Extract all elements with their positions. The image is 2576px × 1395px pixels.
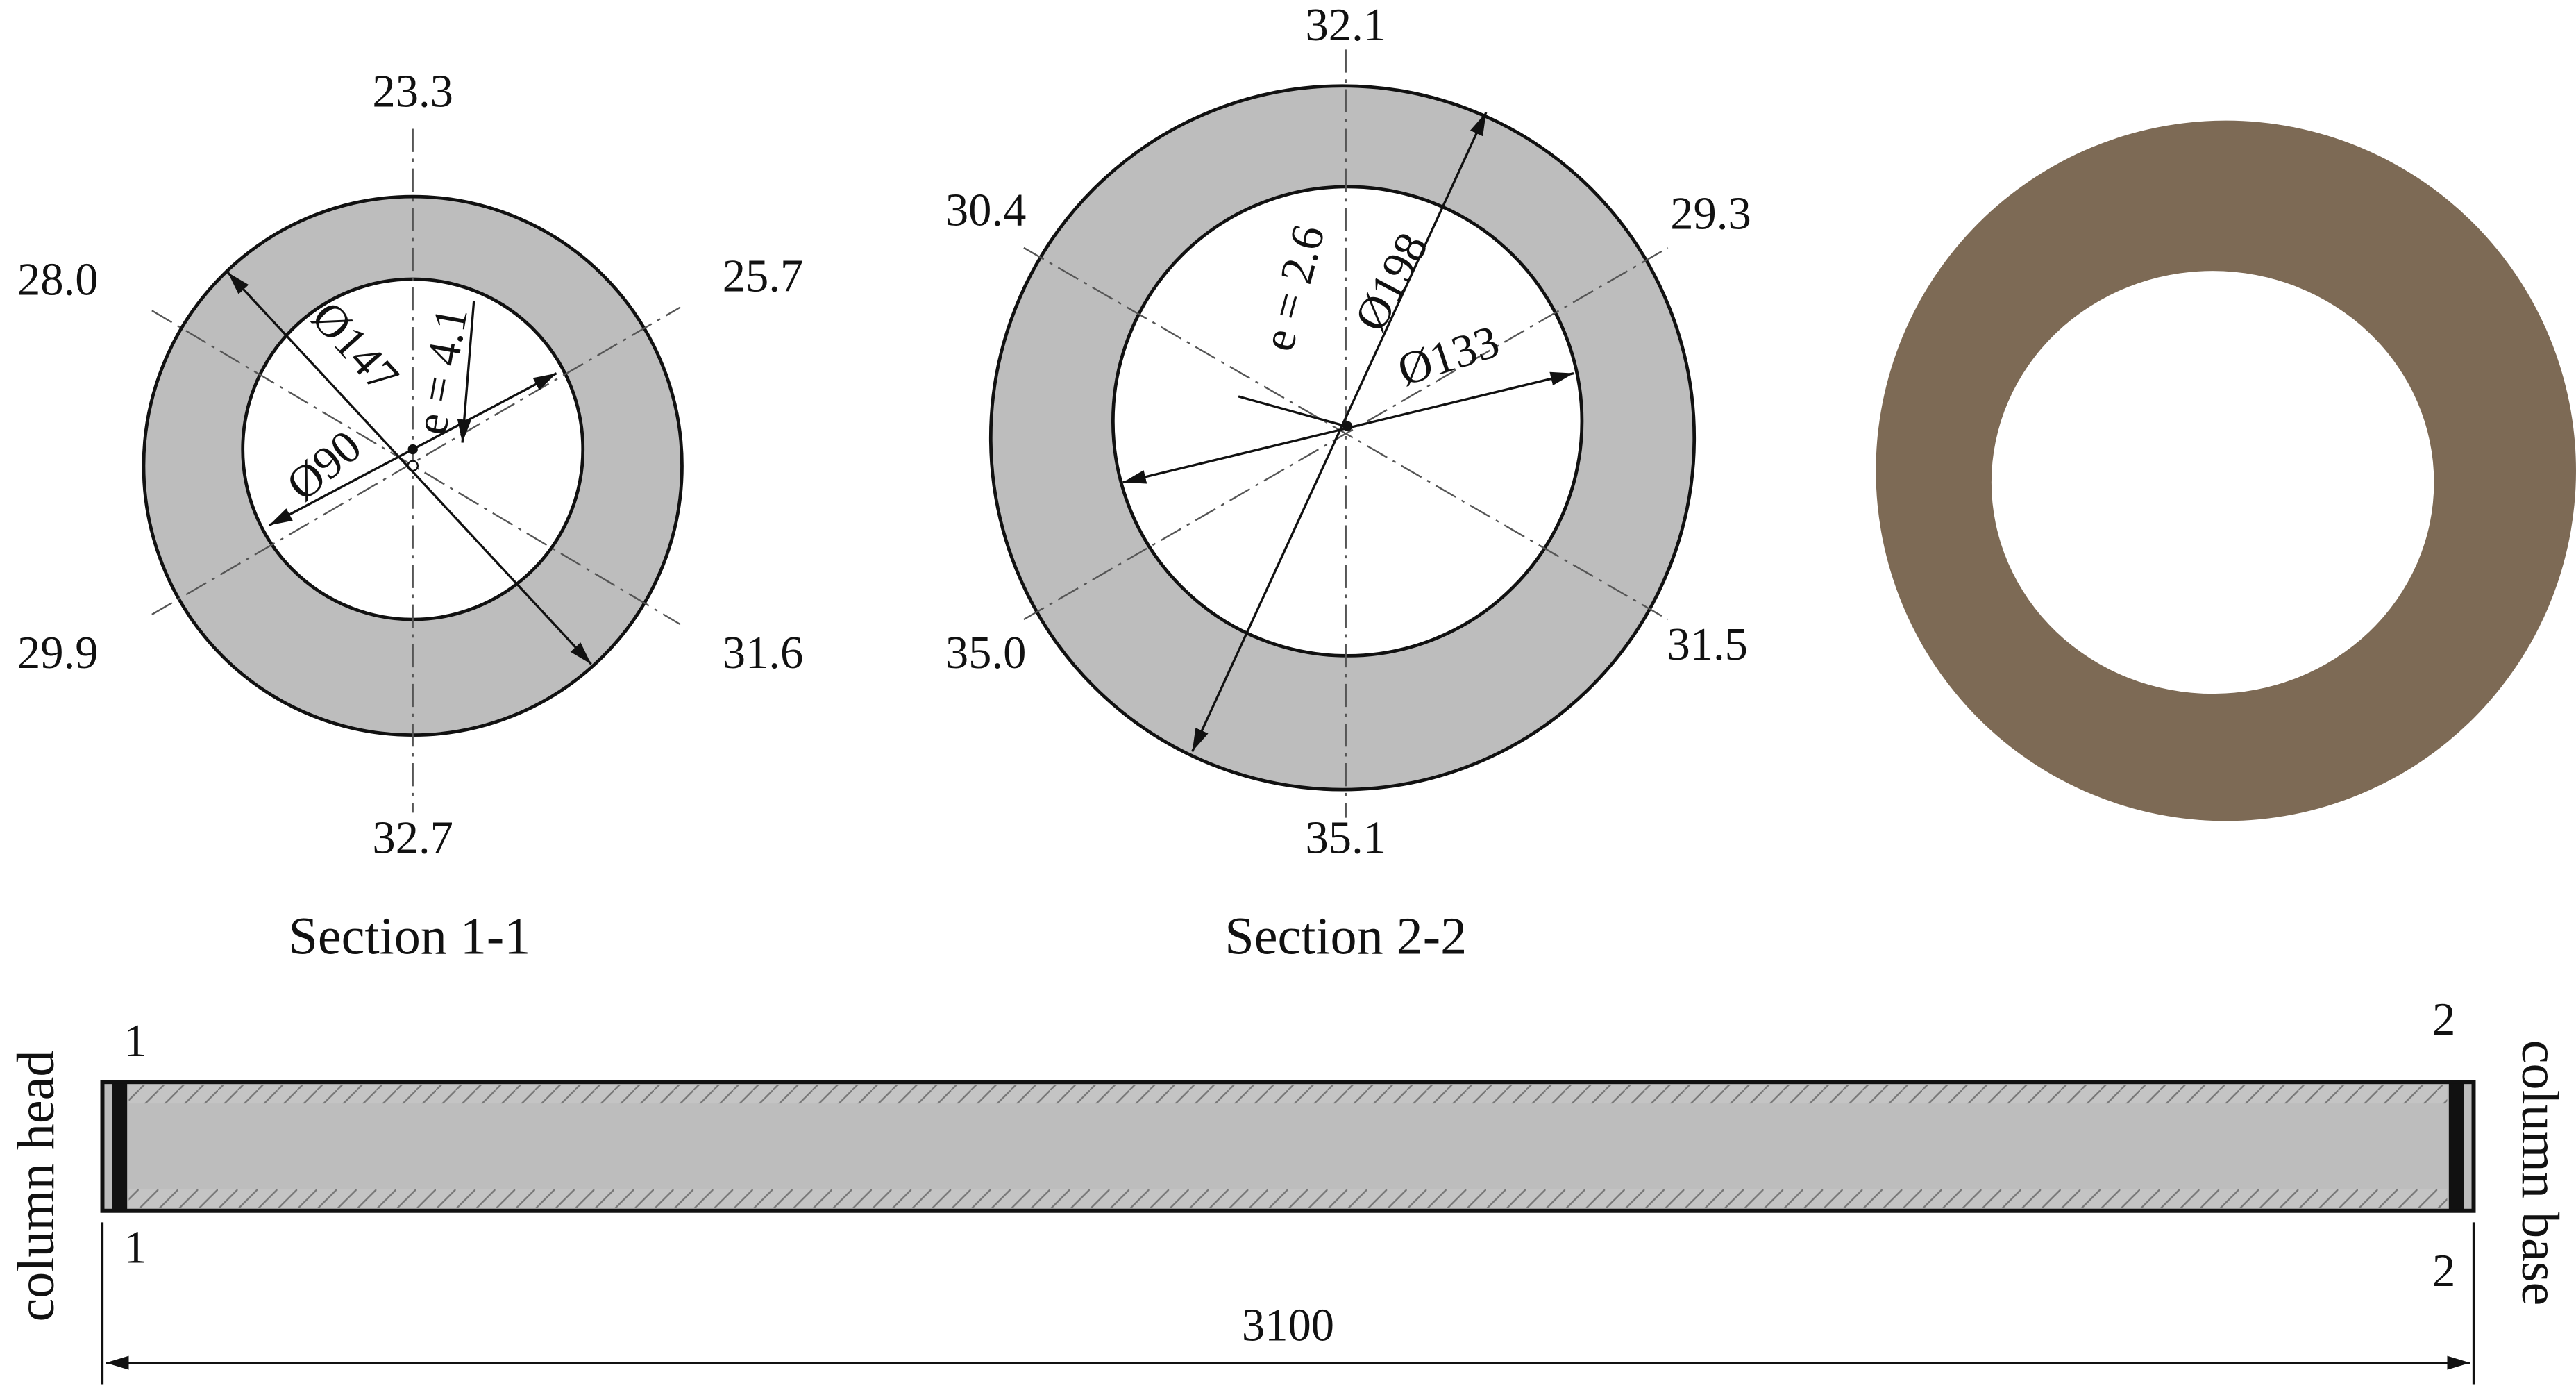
thickness-bottom: 35.1 [1305,813,1386,864]
photo-hole [1991,271,2434,694]
section-title: Section 1-1 [289,907,531,965]
thickness-lower-left: 35.0 [945,628,1027,678]
column: 1 1 2 2 column head column base 3100 [7,994,2569,1385]
section-mark: 1 [124,1223,146,1273]
column-base-label: column base [2511,1040,2569,1306]
section-2: 32.1 30.4 29.3 35.0 31.5 35.1 Ø198 Ø133 … [945,0,1751,965]
section-title: Section 2-2 [1224,907,1467,965]
section-mark: 1 [124,1016,146,1067]
thickness-lower-right: 31.6 [723,628,804,678]
thickness-bottom: 32.7 [372,813,453,864]
thickness-upper-left: 30.4 [945,185,1027,236]
thickness-lower-right: 31.5 [1667,619,1748,670]
specimen-photo [1876,120,2576,821]
section-mark: 2 [2432,994,2455,1045]
section-mark: 2 [2432,1246,2455,1296]
thickness-top: 32.1 [1305,0,1386,51]
thickness-upper-left: 28.0 [17,254,99,305]
thickness-upper-right: 25.7 [723,251,804,302]
thickness-top: 23.3 [372,66,453,117]
section-1: 23.3 28.0 25.7 29.9 31.6 32.7 Ø147 Ø90 e… [17,66,803,965]
column-head-label: column head [7,1051,65,1322]
thickness-lower-left: 29.9 [17,628,99,678]
thickness-upper-right: 29.3 [1670,188,1751,239]
column-length: 3100 [1242,1300,1334,1351]
